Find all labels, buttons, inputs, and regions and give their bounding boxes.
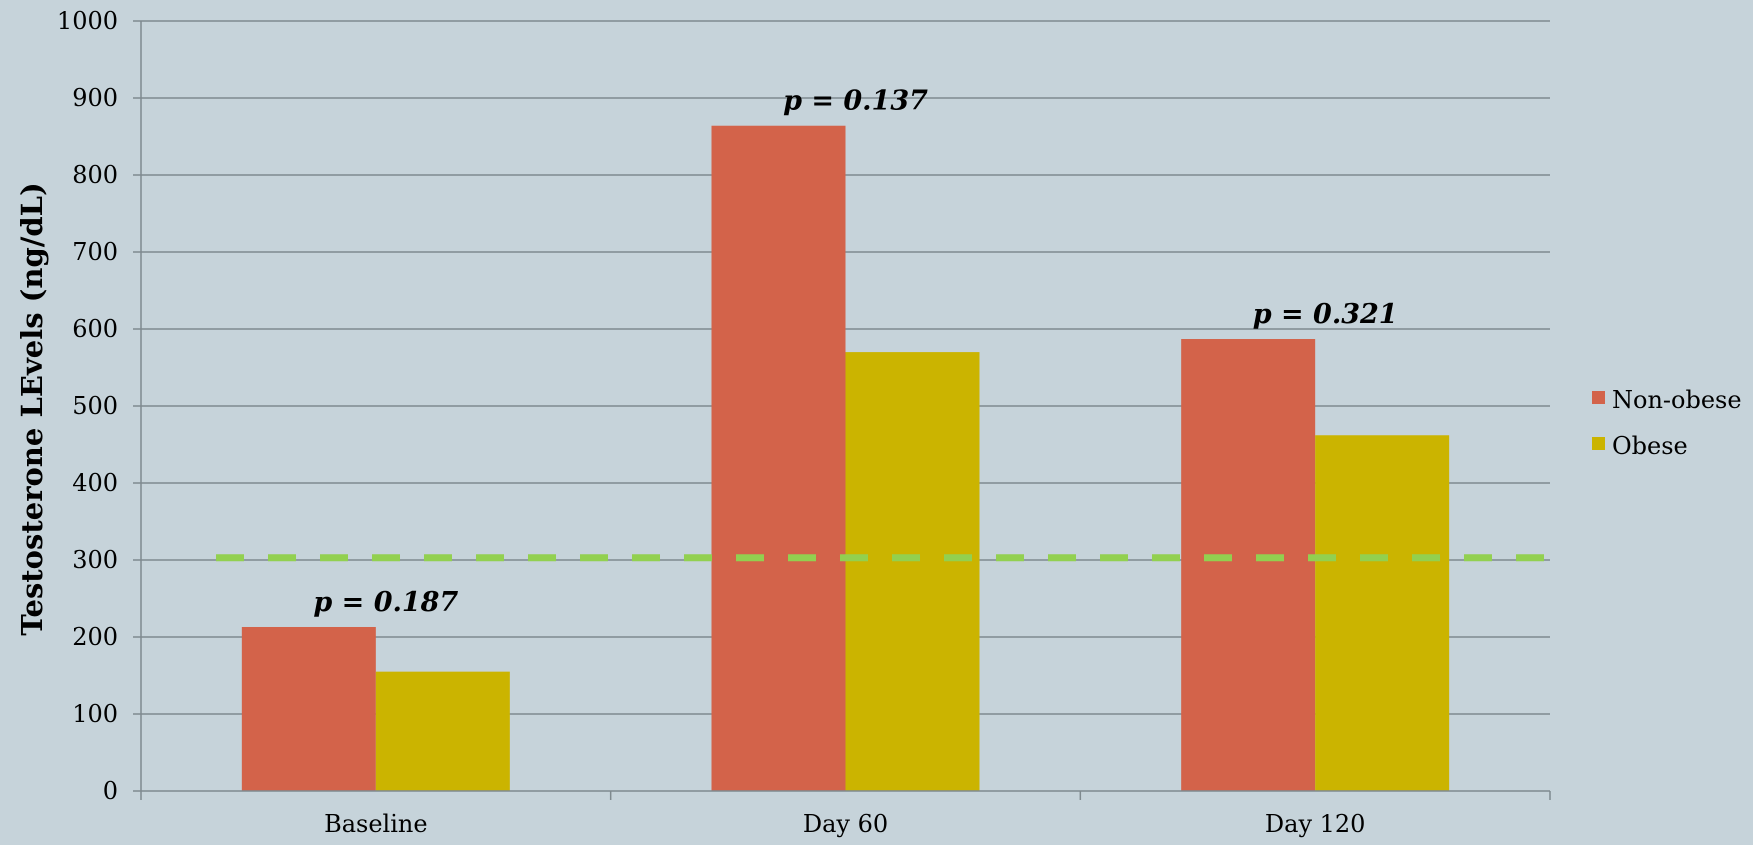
legend: Non-obese Obese [1592,386,1742,460]
p-value-annotation: p = 0.187 [313,587,458,618]
y-tick-label: 200 [72,623,118,651]
y-tick-label: 400 [72,469,118,497]
bar-obese-day-120 [1315,435,1450,791]
bars-layer [241,125,1450,792]
y-axis-title: Testosterone LEvels (ng/dL) [15,182,49,636]
x-tick-label: Baseline [324,810,427,838]
bar-non-obese-baseline [241,626,376,791]
y-tick-label: 0 [103,777,118,805]
y-tick-label: 700 [72,238,118,266]
y-tick-label: 900 [72,84,118,112]
annotation-layer: p = 0.187 p = 0.137 p = 0.321 [313,86,1397,618]
y-tick-label: 300 [72,546,118,574]
legend-label: Non-obese [1612,386,1742,414]
axis-layer: 0 100 200 300 400 500 600 700 800 900 1000 Baseline… [57,7,1551,838]
y-tick-label: 1000 [57,7,118,35]
legend-swatch [1592,437,1605,450]
legend-label: Obese [1612,432,1688,460]
bar-non-obese-day-120 [1181,339,1316,791]
bar-obese-baseline [375,671,510,791]
y-tick-label: 600 [72,315,118,343]
p-value-annotation: p = 0.321 [1253,299,1398,330]
x-tick-label: Day 60 [803,810,888,838]
y-tick-label: 500 [72,392,118,420]
p-value-annotation: p = 0.137 [783,86,928,117]
bar-non-obese-day-60 [711,125,846,792]
x-tick-label: Day 120 [1265,810,1366,838]
bar-obese-day-60 [845,352,980,791]
legend-swatch [1592,391,1605,404]
y-tick-label: 800 [72,161,118,189]
y-tick-label: 100 [72,700,118,728]
